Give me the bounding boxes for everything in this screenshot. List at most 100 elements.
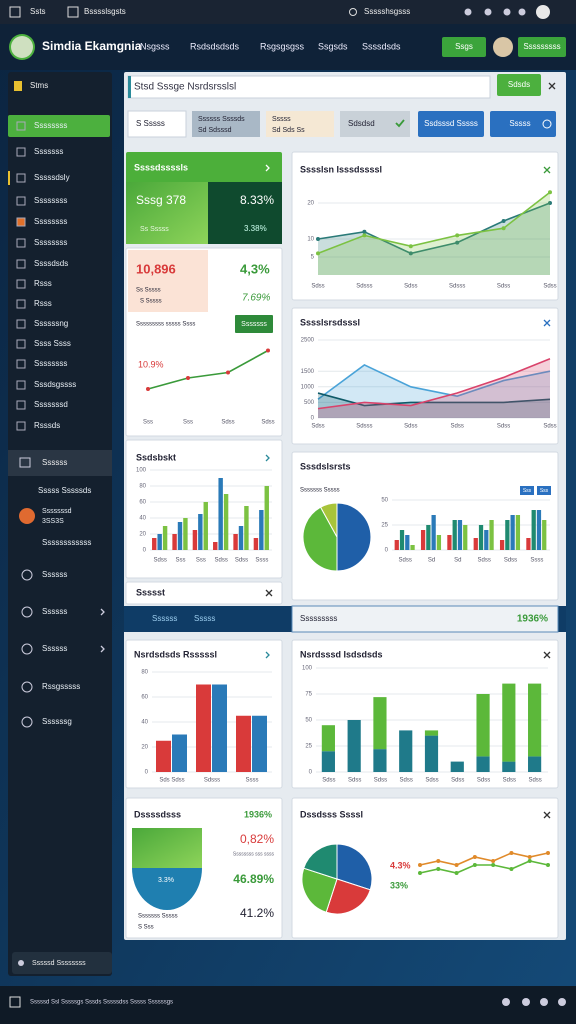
filter-button[interactable] xyxy=(418,111,484,137)
filter-label[interactable]: S Sssss xyxy=(136,119,165,128)
x-tick-label: Sdss xyxy=(503,778,516,784)
nav-item[interactable]: Rssgsssss xyxy=(42,682,80,691)
button-label[interactable]: Sdsds xyxy=(508,80,530,89)
footer-icon xyxy=(522,998,530,1006)
nav-item[interactable]: Ssssss xyxy=(42,644,67,653)
nav-item[interactable]: Sssdsgssss xyxy=(34,380,76,389)
label: Sssssssss xyxy=(300,614,337,623)
bar xyxy=(253,538,259,550)
nav-item[interactable]: Sssss Sssssds xyxy=(38,486,91,495)
summary-box xyxy=(291,605,559,633)
close-button[interactable] xyxy=(543,166,551,174)
nav-item[interactable]: Ssssdsds xyxy=(34,259,68,268)
label[interactable]: Ssssshsgsss xyxy=(364,7,410,16)
nav-item[interactable]: Ssssssg xyxy=(42,717,72,726)
bar xyxy=(399,730,413,772)
chevron[interactable] xyxy=(100,608,105,616)
icon xyxy=(67,6,79,18)
icon xyxy=(14,81,22,91)
bar xyxy=(399,530,405,550)
filter[interactable] xyxy=(127,110,187,138)
nav-link[interactable]: Ssgsds xyxy=(318,41,348,51)
y-tick-label: 50 xyxy=(305,718,312,724)
nav-item[interactable]: Ssssss xyxy=(42,607,67,616)
button[interactable] xyxy=(442,37,486,57)
icon xyxy=(21,681,33,693)
label[interactable]: Sdsdsd xyxy=(348,119,375,128)
filter[interactable] xyxy=(266,111,334,137)
tab[interactable]: Ssssss xyxy=(152,614,177,623)
bar xyxy=(238,526,244,550)
nav-item[interactable]: Ssss Ssss xyxy=(34,339,71,348)
nav-link[interactable]: Rsgsgsgss xyxy=(260,41,305,51)
nav-item[interactable]: Rsss xyxy=(34,299,52,308)
label[interactable]: Sssss xyxy=(272,116,291,123)
legend-item[interactable] xyxy=(520,486,534,495)
label[interactable]: Sssssss xyxy=(241,321,267,328)
bar xyxy=(236,715,251,772)
chevron[interactable] xyxy=(100,645,105,653)
close-button[interactable] xyxy=(265,589,273,597)
chevron[interactable] xyxy=(265,454,270,462)
nav-item[interactable]: Ssssssss xyxy=(34,121,67,130)
label[interactable]: Sd Sds Ss xyxy=(272,127,305,134)
nav-item[interactable]: Rsssds xyxy=(34,421,60,430)
nav-item[interactable]: Ssssssssssss xyxy=(42,538,91,547)
filter[interactable] xyxy=(192,111,260,137)
toolbar-icon xyxy=(464,8,472,16)
icon xyxy=(16,339,26,349)
chevron[interactable] xyxy=(265,651,270,659)
button[interactable] xyxy=(518,37,566,57)
tab[interactable]: Sssss xyxy=(194,614,215,623)
accent xyxy=(128,76,131,98)
nav-item[interactable]: Ssssssss xyxy=(34,196,67,205)
icon xyxy=(16,319,26,329)
filter-button[interactable] xyxy=(490,111,556,137)
close-button[interactable] xyxy=(543,811,551,819)
label[interactable]: Sssss xyxy=(509,119,530,128)
bar xyxy=(373,749,387,772)
x-tick-label: Sss xyxy=(175,558,185,564)
close-button[interactable] xyxy=(548,82,556,90)
bar xyxy=(447,535,452,550)
pie-slice xyxy=(302,506,338,572)
x-tick-label: Sdss xyxy=(477,778,490,784)
label[interactable]: Ssdsssd Sssss xyxy=(424,119,478,128)
nav-item[interactable]: Sssssssd xyxy=(34,400,68,409)
icon xyxy=(16,380,26,390)
label: Stsd Sssge Nsrdsrsslsl xyxy=(134,82,236,93)
close-button[interactable] xyxy=(543,319,551,327)
nav-link[interactable]: Ssssdsds xyxy=(362,41,401,51)
x-tick-label: Sdss xyxy=(543,424,556,430)
icon xyxy=(16,299,26,309)
label[interactable]: Ssssss Ssssds xyxy=(198,116,245,123)
bar xyxy=(394,540,399,550)
button-label[interactable]: Sssssssss xyxy=(523,42,560,51)
nav-item[interactable]: Ssssssss xyxy=(34,238,67,247)
nav-item[interactable]: Sssssss xyxy=(34,147,63,156)
bar xyxy=(463,525,468,550)
label: Stms xyxy=(30,81,48,90)
x-tick-label: Sdss xyxy=(235,558,248,564)
bar xyxy=(264,486,269,550)
button[interactable] xyxy=(497,74,541,96)
button[interactable] xyxy=(235,315,273,333)
label: Ss Sssss xyxy=(140,226,169,233)
label: 3.3% xyxy=(158,877,174,884)
legend-item[interactable] xyxy=(537,486,551,495)
chevron[interactable] xyxy=(265,164,270,172)
nav-item[interactable]: Ssssssss xyxy=(34,217,67,226)
nav-item[interactable]: Rsss xyxy=(34,279,52,288)
nav-link[interactable]: Rsdsdsdsds xyxy=(190,41,240,51)
nav-item[interactable]: Ssssssng xyxy=(34,319,68,328)
nav-item[interactable]: Sssssdsly xyxy=(34,173,70,182)
nav-item[interactable]: Ssssssss xyxy=(34,359,67,368)
close-button[interactable] xyxy=(543,651,551,659)
button-label[interactable]: Ssgs xyxy=(455,42,473,51)
bar xyxy=(218,478,223,550)
x-tick-label: Sdsss xyxy=(356,424,372,430)
label[interactable]: Sd Sdsssd xyxy=(198,127,232,134)
nav-item[interactable]: Ssssss xyxy=(42,570,67,579)
nav-link[interactable]: Nsgsss xyxy=(140,41,170,51)
filter[interactable] xyxy=(340,111,410,137)
